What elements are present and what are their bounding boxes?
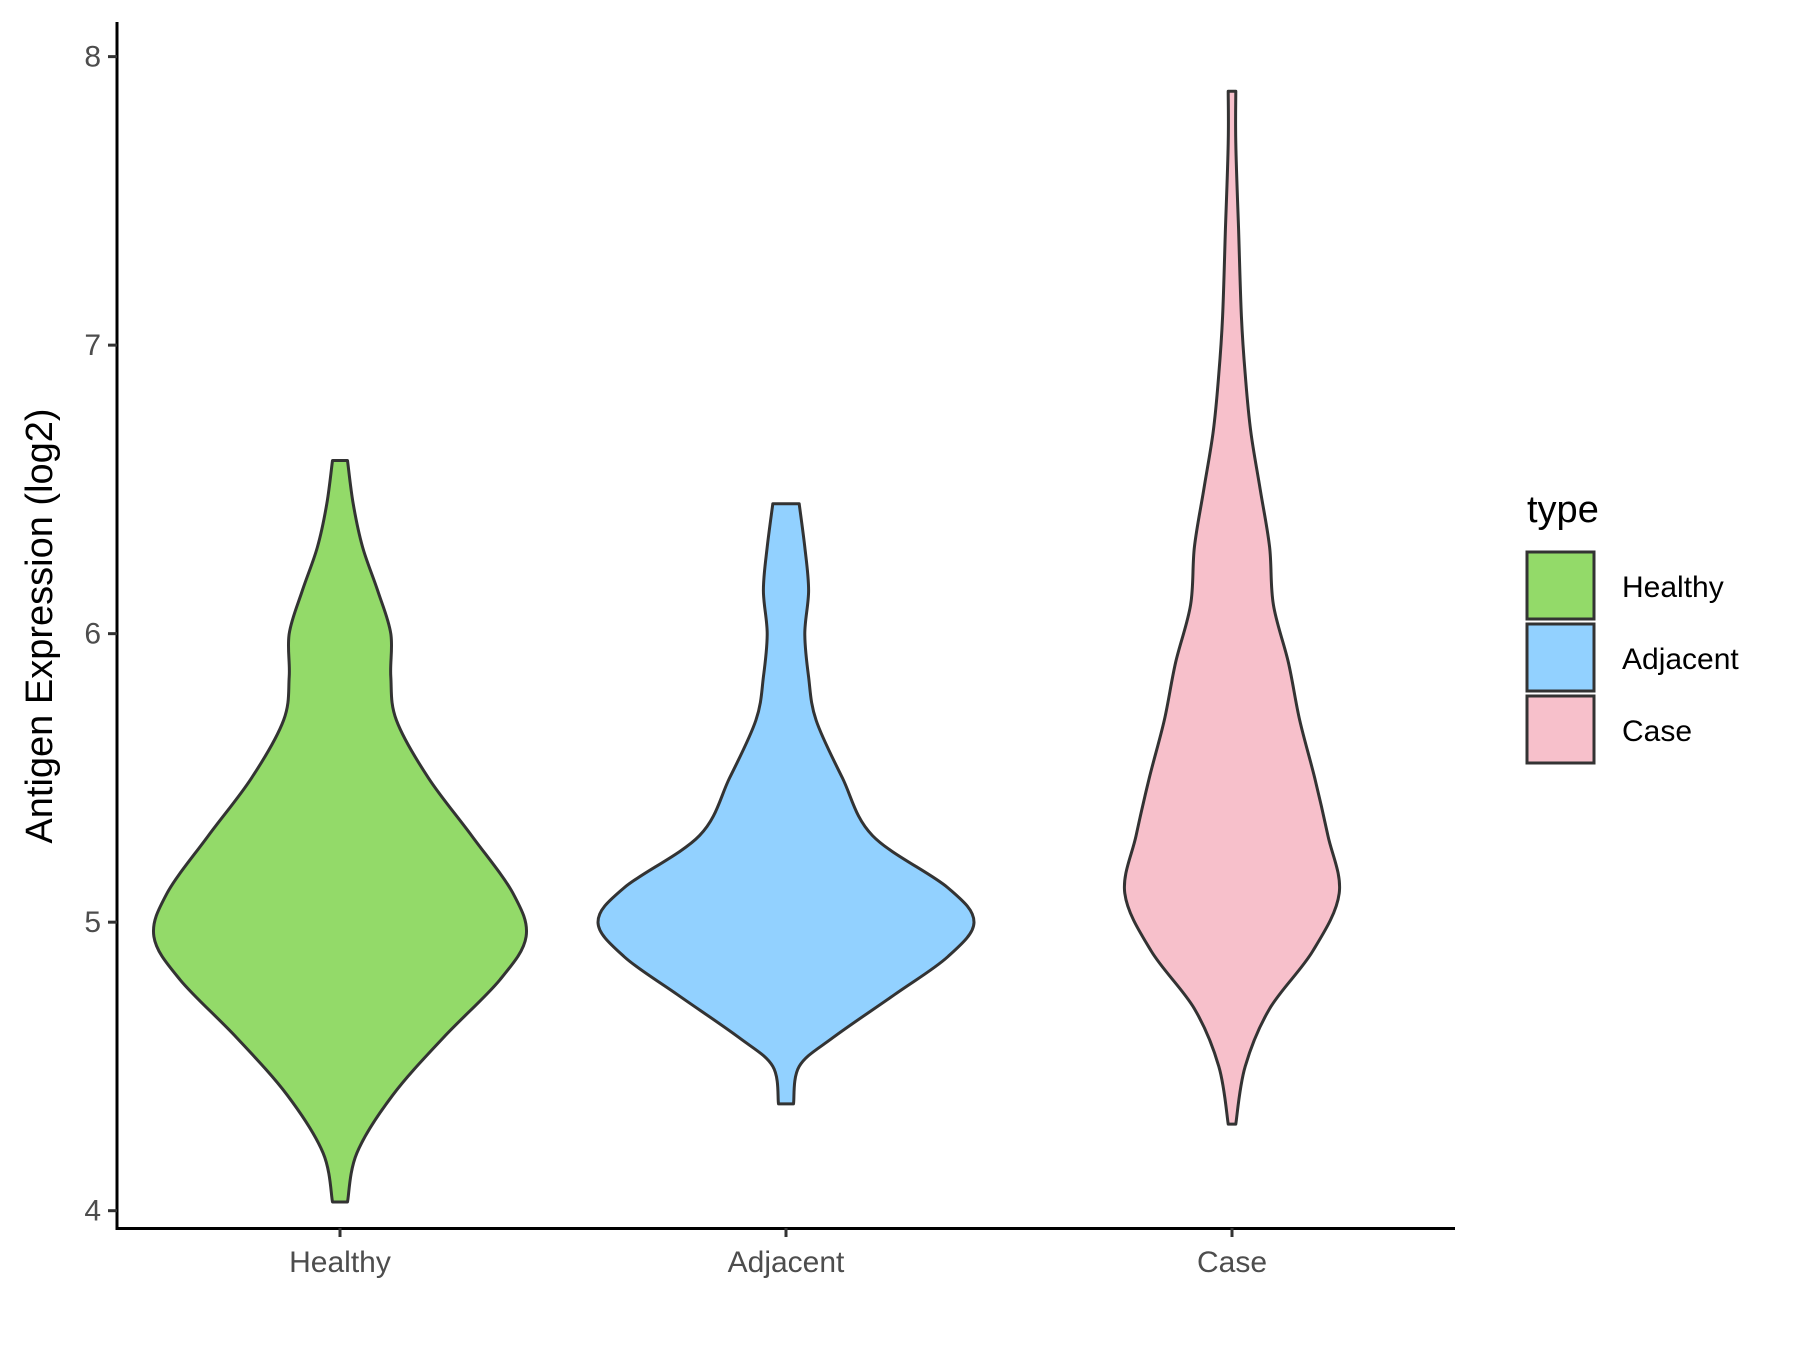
legend-label-case: Case — [1622, 715, 1692, 748]
y-tick-label: 7 — [84, 329, 101, 362]
legend-key-adjacent — [1525, 622, 1596, 693]
x-axis-ticks: Healthy Adjacent Case — [289, 1228, 1267, 1279]
violin-healthy — [151, 459, 529, 1204]
legend-key-case — [1525, 694, 1596, 765]
violin-case — [1122, 89, 1342, 1126]
y-tick-label: 4 — [84, 1195, 101, 1228]
y-axis-title: Antigen Expression (log2) — [19, 408, 61, 843]
x-tick-label: Healthy — [289, 1246, 391, 1279]
y-tick-label: 6 — [84, 618, 101, 651]
violin-adjacent — [596, 502, 976, 1106]
y-tick-label: 8 — [84, 41, 101, 74]
x-tick-label: Case — [1197, 1246, 1267, 1279]
legend-key-healthy — [1525, 550, 1596, 621]
legend-label-adjacent: Adjacent — [1622, 643, 1739, 676]
plot-area — [151, 89, 1342, 1204]
legend: type Healthy Adjacent Case — [1525, 489, 1739, 765]
legend-title: type — [1527, 489, 1599, 531]
y-tick-label: 5 — [84, 906, 101, 939]
legend-label-healthy: Healthy — [1622, 571, 1724, 604]
y-axis-ticks: 4 5 6 7 8 — [84, 41, 117, 1228]
x-tick-label: Adjacent — [728, 1246, 845, 1279]
